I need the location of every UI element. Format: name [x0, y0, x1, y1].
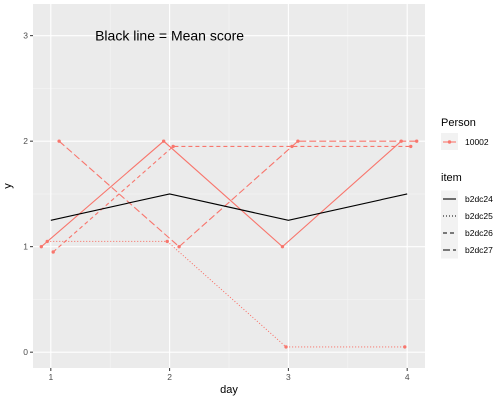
data-point	[280, 244, 285, 249]
y-tick-label: 1	[23, 242, 28, 252]
y-tick-label: 2	[23, 136, 28, 146]
legend-item-label: b2dc27	[465, 245, 493, 255]
data-point	[165, 239, 169, 244]
legend-item-label: b2dc25	[465, 211, 493, 221]
x-axis-title: day	[220, 384, 238, 396]
legend: Person 10002 item b2dc24b2dc25b2dc26b2dc…	[441, 117, 493, 259]
legend-item-title: item	[441, 172, 462, 184]
data-point	[409, 144, 413, 149]
x-tick-label: 2	[167, 372, 172, 382]
data-point	[177, 244, 181, 249]
data-point	[171, 144, 175, 149]
legend-key-bg	[441, 224, 458, 242]
series-layer	[39, 139, 419, 349]
data-point	[51, 250, 55, 254]
grid-minor	[33, 4, 425, 368]
data-point	[296, 139, 300, 143]
x-tick-label: 4	[405, 372, 410, 382]
mean-layer	[50, 193, 408, 221]
data-point	[45, 239, 49, 244]
data-point	[403, 345, 407, 349]
series-line-b2dc26	[52, 145, 411, 253]
legend-person-entries: 10002	[441, 133, 489, 150]
series-b2dc27	[57, 139, 419, 249]
data-point	[414, 139, 419, 143]
legend-key-point	[447, 140, 452, 144]
data-point	[57, 139, 61, 143]
x-tick-label: 3	[286, 372, 291, 382]
y-axis-title: y	[2, 183, 14, 189]
x-tick-label: 1	[48, 372, 53, 382]
legend-person-title: Person	[441, 117, 476, 129]
legend-item-label: b2dc24	[465, 194, 493, 204]
legend-item-label: b2dc26	[465, 228, 493, 238]
y-tick-label: 3	[23, 31, 28, 41]
annotation-text: Black line = Mean score	[95, 28, 244, 44]
grid-major	[33, 4, 425, 368]
data-point	[161, 139, 166, 143]
mean-line	[50, 193, 408, 221]
data-point	[39, 244, 44, 249]
axis-ticks: 1 2 3 4 0 1 2 3	[23, 31, 410, 382]
data-point	[284, 345, 288, 349]
series-b2dc25	[45, 239, 407, 349]
legend-item-entries: b2dc24 b2dc25 b2dc26 b2dc27	[441, 190, 493, 259]
y-tick-label: 0	[23, 347, 28, 357]
series-line-b2dc24	[40, 140, 402, 248]
legend-person-label: 10002	[465, 137, 489, 147]
